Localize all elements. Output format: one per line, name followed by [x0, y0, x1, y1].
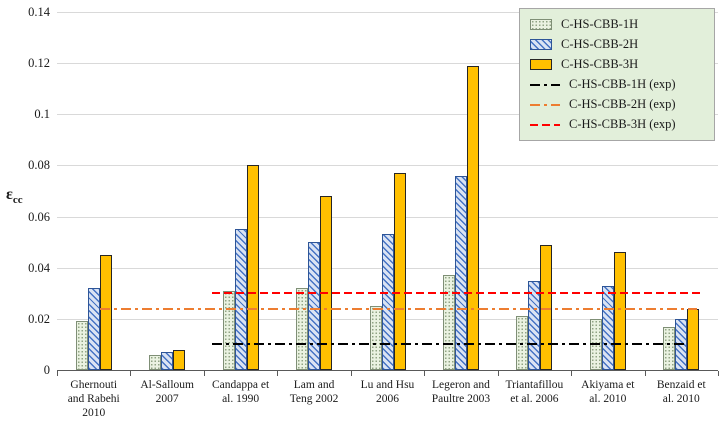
x-axis-tick: [277, 371, 279, 376]
x-category-label: Triantafillou et al. 2006: [505, 379, 564, 405]
x-axis-tick: [350, 371, 352, 376]
legend-swatch: [530, 39, 552, 50]
reference-line: [212, 343, 689, 346]
bar: [466, 65, 479, 370]
bar: [222, 290, 235, 370]
bar: [393, 173, 406, 370]
x-category-label: Benzaid et al. 2010: [656, 379, 706, 405]
bar: [663, 326, 676, 370]
reference-line: [99, 307, 697, 310]
x-category-label: Al-Salloum 2007: [140, 379, 194, 405]
y-tick-label: 0.06: [28, 209, 50, 224]
legend-label: C-HS-CBB-1H: [561, 17, 639, 31]
legend-label: C-HS-CBB-3H: [561, 57, 639, 71]
legend-label: C-HS-CBB-2H (exp): [569, 97, 676, 111]
bar: [99, 254, 112, 370]
y-tick-label: 0: [43, 363, 50, 377]
legend-label: C-HS-CBB-1H (exp): [569, 77, 676, 91]
y-axis-title-subscript: cc: [12, 194, 23, 207]
x-category-label: Akiyama et al. 2010: [581, 379, 635, 405]
bar: [308, 242, 321, 370]
x-axis-tick: [644, 371, 646, 376]
reference-line: [212, 292, 703, 295]
bar: [234, 229, 247, 370]
legend-line-swatch: [530, 79, 560, 90]
gridline: [57, 63, 718, 65]
legend-item: C-HS-CBB-3H: [530, 57, 704, 72]
x-axis-tick: [718, 371, 719, 376]
y-tick-label: 0.14: [28, 5, 50, 19]
bar: [516, 316, 529, 370]
bar: [161, 352, 174, 370]
bar: [320, 196, 333, 370]
legend-item: C-HS-CBB-2H: [530, 37, 704, 52]
bar: [381, 234, 394, 370]
legend-label: C-HS-CBB-3H (exp): [569, 117, 676, 131]
bar: [540, 244, 553, 370]
legend-label: C-HS-CBB-2H: [561, 37, 639, 51]
bar: [528, 280, 541, 370]
plot-area: [57, 12, 719, 376]
legend-line-swatch: [530, 99, 560, 110]
gridline: [57, 12, 718, 13]
legend-item: C-HS-CBB-2H (exp): [530, 97, 704, 112]
x-axis-tick: [130, 371, 132, 376]
bar: [87, 288, 100, 370]
x-category-label: Lam and Teng 2002: [289, 379, 339, 405]
bar: [296, 288, 309, 370]
x-category-label: Candappa et al. 1990: [212, 379, 270, 405]
x-category-label: Ghernouti and Rabehi 2010: [67, 379, 120, 419]
x-category-label: Lu and Hsu 2006: [360, 379, 415, 405]
legend-item: C-HS-CBB-1H: [530, 17, 704, 32]
bar: [687, 308, 700, 370]
x-axis-tick: [203, 371, 205, 376]
gridline: [57, 114, 718, 116]
bar: [149, 354, 162, 370]
x-category-label: Legeron and Paultre 2003: [431, 379, 491, 405]
legend-line-sample: [530, 123, 560, 126]
legend-item: C-HS-CBB-3H (exp): [530, 117, 704, 132]
gridline: [57, 165, 718, 167]
y-axis-title-symbol: ε: [6, 186, 13, 203]
y-tick-label: 0.08: [28, 158, 50, 173]
legend-line-sample: [530, 83, 560, 86]
y-tick-label: 0.04: [28, 260, 50, 275]
gridline: [57, 216, 718, 218]
legend-line-swatch: [530, 119, 560, 130]
y-tick-label: 0.1: [34, 107, 50, 122]
bar: [442, 275, 455, 370]
bar: [75, 321, 88, 370]
x-axis-tick: [571, 371, 573, 376]
bar: [454, 175, 467, 370]
y-axis-title: εcc: [6, 186, 23, 206]
y-axis-tick-labels: 0 0.02 0.04 0.06 0.08 0.1 0.12 0.14: [0, 5, 50, 377]
x-axis-tick: [497, 371, 499, 376]
legend-swatch: [530, 19, 552, 30]
bar: [613, 252, 626, 370]
bar: [601, 285, 614, 370]
x-axis-labels: Ghernouti and Rabehi 2010 Al-Salloum 2007 Can…: [57, 378, 718, 426]
y-tick-label: 0.12: [28, 56, 50, 71]
y-tick-label: 0.02: [28, 311, 50, 326]
bar: [246, 165, 259, 370]
legend-line-sample: [530, 103, 560, 106]
bar: [173, 349, 186, 370]
legend: C-HS-CBB-1H C-HS-CBB-2H C-HS-CBB-3H C-HS-CB…: [519, 8, 715, 141]
x-axis-tick: [57, 371, 58, 376]
legend-item: C-HS-CBB-1H (exp): [530, 77, 704, 92]
legend-swatch: [530, 59, 552, 70]
x-axis-tick: [424, 371, 426, 376]
bar: [369, 306, 382, 370]
